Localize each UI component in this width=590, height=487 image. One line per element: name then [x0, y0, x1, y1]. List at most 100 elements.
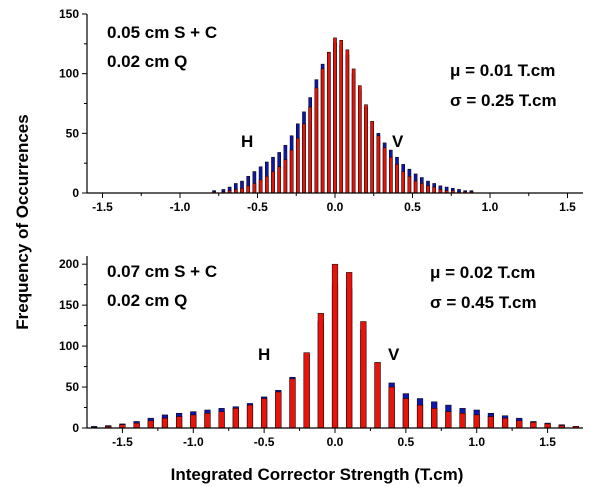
- bot-x-tick-label-0: -1.5: [112, 435, 133, 449]
- bottom-sigma-label: σ = 0.45 T.cm: [430, 293, 537, 312]
- top-annotation-line1: 0.05 cm S + C: [107, 23, 217, 42]
- top-x-tick-label-3: 0.0: [327, 200, 344, 214]
- bot-bar-V-13: [275, 391, 282, 429]
- top-bar-V-19: [333, 37, 337, 194]
- bot-bar-V-6: [176, 416, 183, 429]
- x-axis-label: Integrated Corrector Strength (T.cm): [171, 465, 464, 484]
- bot-x-tick-label-4: 0.5: [398, 435, 415, 449]
- top-bar-V-9: [271, 171, 275, 194]
- top-bar-V-32: [413, 180, 418, 194]
- y-axis-label: Frequency of Occurrences: [13, 114, 32, 329]
- bottom-series-label-v: V: [388, 345, 400, 364]
- top-bar-V-25: [370, 121, 374, 194]
- bottom-histogram-bars: [91, 263, 580, 429]
- bot-bar-V-9: [218, 411, 225, 429]
- bot-bar-V-19: [360, 321, 367, 429]
- top-sigma-label: σ = 0.25 T.cm: [450, 91, 557, 110]
- bottom-axes: [82, 256, 583, 433]
- top-bar-V-29: [395, 164, 399, 194]
- bot-bar-V-29: [501, 417, 509, 429]
- top-y-tick-label-0: 0: [72, 186, 79, 200]
- bottom-x-tick-labels: -1.5 -1.0 -0.5 0.0 0.5 1.0 1.5: [112, 435, 556, 449]
- top-bar-V-20: [339, 40, 343, 194]
- top-axes: [82, 13, 583, 198]
- bottom-panel: -1.5 -1.0 -0.5 0.0 0.5 1.0 1.5 0 50 100 150 200 0.…: [59, 256, 583, 449]
- bot-bar-V-31: [530, 422, 537, 429]
- top-y-tick-label-2: 100: [59, 67, 79, 81]
- top-bar-V-23: [358, 85, 362, 194]
- top-bar-V-14: [302, 123, 306, 194]
- top-bar-V-31: [407, 176, 412, 194]
- top-bar-V-12: [289, 149, 294, 194]
- bot-bar-V-25: [445, 411, 452, 429]
- bot-bar-V-8: [204, 413, 211, 429]
- top-bar-V-33: [420, 183, 424, 194]
- bot-bar-V-16: [317, 313, 324, 429]
- bot-bar-V-27: [473, 414, 480, 429]
- bot-x-tick-label-5: 1.0: [468, 435, 485, 449]
- bottom-y-tick-labels: 0 50 100 150 200: [59, 257, 79, 435]
- bot-bar-V-18: [346, 272, 353, 429]
- top-x-tick-label-5: 1.0: [482, 200, 499, 214]
- bot-y-tick-label-4: 200: [59, 257, 79, 271]
- top-bar-V-8: [265, 176, 269, 194]
- top-bar-V-17: [320, 68, 325, 194]
- bottom-mu-label: μ = 0.02 T.cm: [430, 263, 535, 282]
- top-bar-V-28: [389, 156, 393, 194]
- top-bar-V-27: [382, 147, 387, 194]
- top-x-tick-label-1: -1.0: [170, 200, 191, 214]
- top-bar-V-16: [314, 87, 319, 194]
- top-y-tick-label-1: 50: [66, 126, 80, 140]
- bot-bar-V-26: [459, 413, 466, 429]
- top-bar-V-15: [308, 106, 312, 194]
- top-bar-V-30: [401, 171, 405, 194]
- bot-x-tick-label-6: 1.5: [539, 435, 556, 449]
- top-bar-V-10: [277, 166, 281, 194]
- bot-x-tick-label-1: -1.0: [183, 435, 204, 449]
- bot-bar-V-15: [303, 352, 310, 429]
- bot-bar-V-5: [161, 417, 169, 429]
- top-annotation-line2: 0.02 cm Q: [107, 52, 187, 71]
- bot-x-tick-label-3: 0.0: [327, 435, 344, 449]
- bottom-series-label-h: H: [258, 345, 270, 364]
- bot-bar-V-24: [431, 408, 438, 429]
- bot-bar-V-10: [232, 408, 239, 429]
- top-bar-V-18: [327, 51, 331, 194]
- bot-bar-V-28: [487, 416, 494, 429]
- bot-y-tick-label-3: 150: [59, 298, 79, 312]
- bot-y-tick-label-0: 0: [72, 421, 79, 435]
- bot-y-tick-label-2: 100: [59, 339, 79, 353]
- top-bar-V-21: [345, 49, 350, 194]
- top-x-tick-label-2: -0.5: [247, 200, 268, 214]
- top-bar-V-4: [240, 187, 244, 194]
- top-x-tick-label-4: 0.5: [404, 200, 421, 214]
- top-y-tick-labels: 0 50 100 150: [59, 7, 79, 200]
- top-bar-V-34: [426, 185, 430, 194]
- top-bar-V-35: [432, 186, 436, 194]
- bot-bar-V-11: [246, 404, 254, 429]
- top-bar-V-26: [376, 135, 381, 194]
- top-panel: -1.5 -1.0 -0.5 0.0 0.5 1.0 1.5 0 50 100 150 0.05 …: [59, 7, 583, 214]
- top-bar-V-24: [364, 104, 368, 194]
- top-histogram-bars: [212, 37, 474, 194]
- bot-bar-V-22: [402, 398, 409, 429]
- top-bar-V-11: [283, 159, 288, 194]
- top-bar-V-6: [252, 183, 257, 194]
- bot-bar-V-14: [289, 378, 296, 429]
- top-x-tick-label-6: 1.5: [559, 200, 576, 214]
- bot-bar-V-4: [147, 420, 154, 429]
- top-bar-V-13: [296, 137, 300, 194]
- bot-bar-V-3: [133, 422, 140, 429]
- bot-bar-V-17: [331, 263, 339, 429]
- top-bar-V-7: [258, 179, 263, 194]
- top-bar-V-5: [246, 185, 250, 194]
- bot-x-tick-label-2: -0.5: [254, 435, 275, 449]
- bottom-annotation-line2: 0.02 cm Q: [107, 291, 187, 310]
- top-series-label-h: H: [241, 132, 253, 151]
- bot-bar-V-30: [516, 420, 523, 429]
- top-mu-label: μ = 0.01 T.cm: [450, 61, 555, 80]
- bottom-annotation-line1: 0.07 cm S + C: [107, 262, 217, 281]
- top-x-tick-labels: -1.5 -1.0 -0.5 0.0 0.5 1.0 1.5: [92, 200, 576, 214]
- bot-y-tick-label-1: 50: [66, 380, 80, 394]
- bot-bar-V-23: [416, 404, 424, 429]
